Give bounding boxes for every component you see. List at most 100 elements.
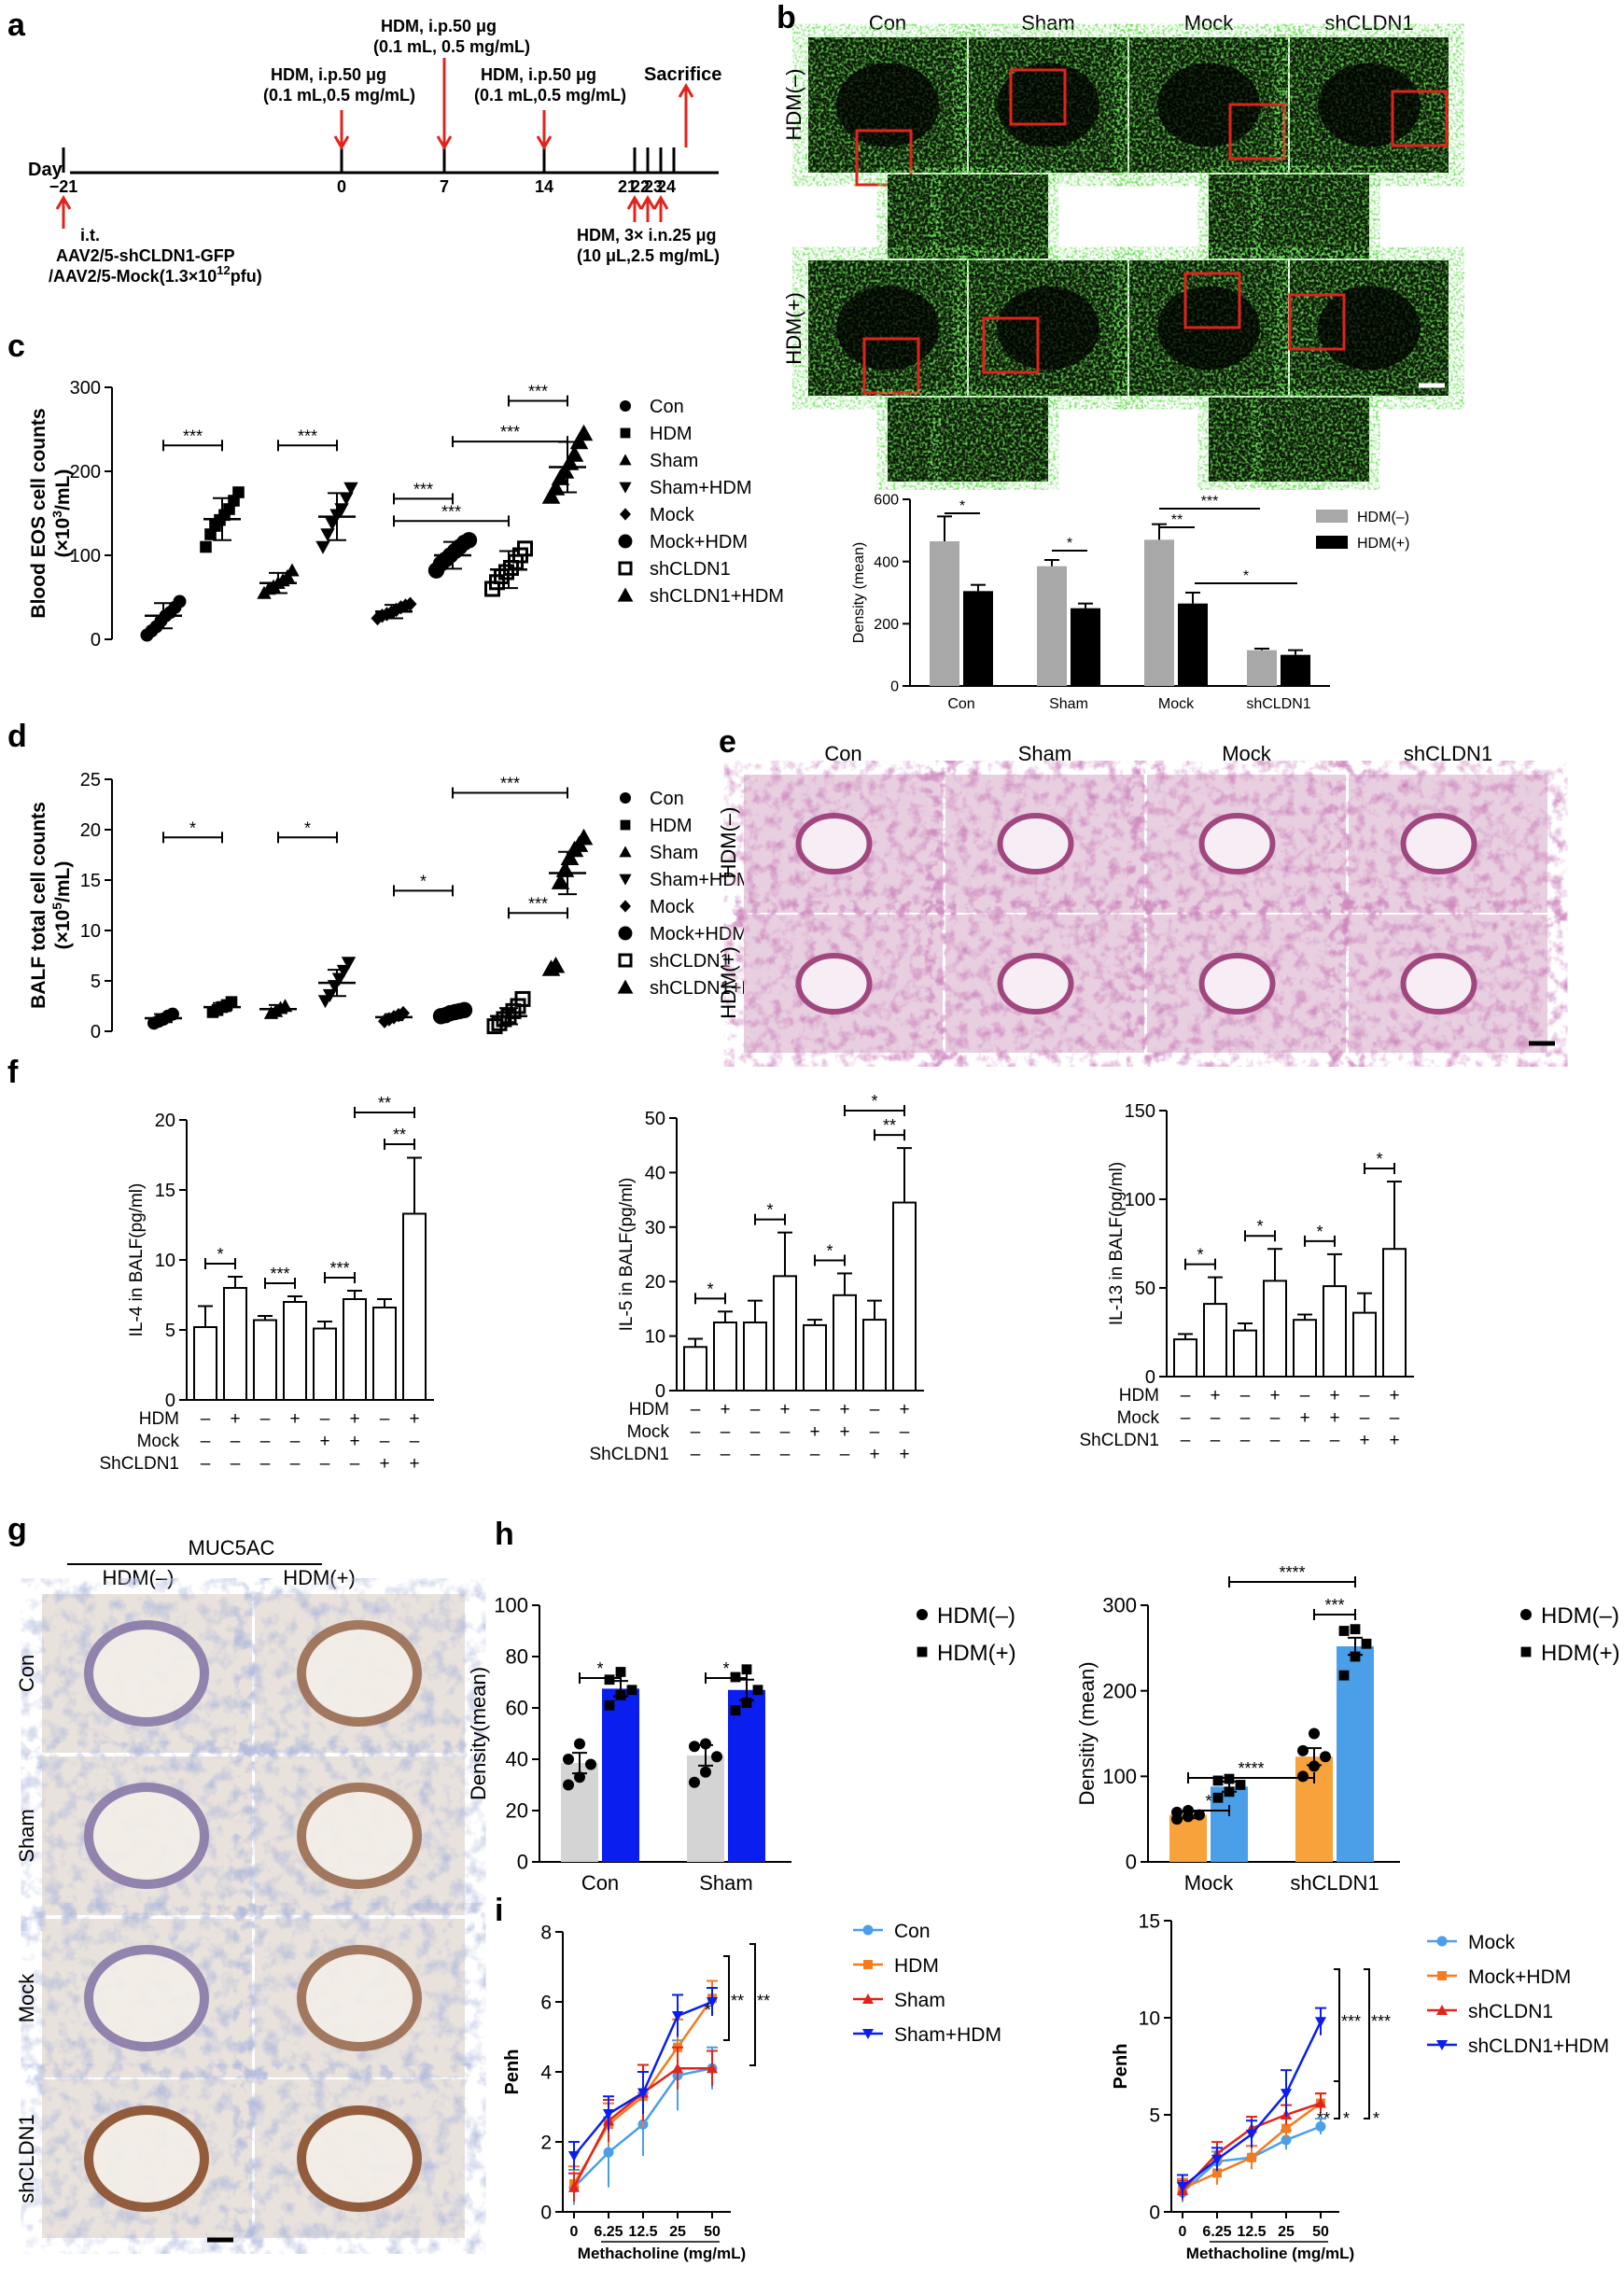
y-axis-label: Penh	[502, 2049, 523, 2095]
panel-b-density-chart: 0 200 400 600 Density (mean) Con Sham Mock shCLD…	[851, 493, 1409, 712]
data-point	[541, 487, 561, 504]
row-sign: –	[290, 1454, 301, 1474]
sig-label: *	[766, 1201, 773, 1220]
y-tick-label: 10	[1139, 2007, 1160, 2029]
y-tick-label: 2	[540, 2132, 552, 2153]
series-Mock+HDM	[427, 532, 478, 579]
if-airway-lumen	[1318, 286, 1421, 371]
data-point	[619, 454, 632, 466]
ihc-title: MUC5AC	[189, 1536, 275, 1560]
bar	[833, 1294, 857, 1392]
data-point	[1297, 1744, 1309, 1756]
sig-label: *	[1205, 1792, 1211, 1811]
sig-label: ***	[441, 502, 461, 521]
data-point	[403, 596, 417, 611]
ihc-airway	[84, 1620, 209, 1727]
x-tick-label: 25	[669, 2224, 686, 2240]
he-airway	[1198, 813, 1276, 874]
legend-shCLDN1: shCLDN1	[650, 559, 731, 580]
data-point	[604, 1674, 615, 1686]
series-shCLDN1+HDM	[541, 828, 594, 976]
data-point	[574, 828, 594, 846]
data-point	[331, 972, 347, 986]
x-tick-label: Con	[947, 696, 974, 712]
row-sign: –	[691, 1445, 701, 1464]
row-sign: –	[1211, 1431, 1221, 1450]
x-tick-label: 12.5	[1237, 2224, 1266, 2240]
bar	[313, 1327, 337, 1401]
data-point	[604, 1700, 615, 1711]
y-tick-label: 100	[1125, 1190, 1155, 1210]
sig-label: **	[731, 1992, 744, 2010]
if-airway-lumen	[836, 63, 939, 147]
arrow-day14-head	[536, 135, 553, 150]
data-point	[620, 900, 631, 913]
sig-label: ****	[1238, 1759, 1264, 1778]
data-point	[752, 1685, 763, 1696]
y-axis-label: IL-4 in BALF(pg/ml)	[127, 1183, 147, 1337]
data-point	[626, 1685, 637, 1696]
data-point	[637, 2088, 650, 2099]
y-tick-label: 0	[517, 1851, 528, 1874]
x-tick-label: 50	[704, 2224, 721, 2240]
row-sign: –	[721, 1422, 731, 1442]
data-point	[711, 1751, 722, 1763]
sig-label: *	[189, 818, 196, 837]
if-image-texture	[1262, 398, 1369, 482]
y-tick-label: 25	[80, 770, 101, 790]
y-tick-label: 80	[506, 1645, 528, 1669]
data-point	[671, 2011, 684, 2022]
y-axis-label: Density(mean)	[467, 1667, 490, 1800]
timeline-sacrifice: Sacrifice	[644, 64, 721, 85]
row-sign: –	[1270, 1431, 1281, 1450]
ihc-airway	[297, 1945, 422, 2051]
sig-label: **	[378, 1094, 391, 1112]
data-point	[1309, 1727, 1320, 1740]
y-tick-label: 0	[655, 1381, 665, 1402]
data-point	[315, 540, 330, 554]
row-label-ShCLDN1: ShCLDN1	[1079, 1431, 1159, 1450]
series-shCLDN1+HDM	[541, 424, 594, 504]
y-axis-label-unit: (×105/mL)	[49, 861, 74, 950]
row-sign: –	[1300, 1386, 1310, 1406]
legend-Mock+HDM: Mock+HDM	[650, 924, 748, 944]
y-tick-label: 0	[1126, 1851, 1137, 1874]
panel-label-e: e	[719, 724, 736, 760]
data-point	[1212, 1792, 1224, 1803]
sig-label: *	[722, 1659, 729, 1678]
sig-label: *	[304, 818, 311, 837]
row-sign: +	[409, 1409, 419, 1429]
series-Sham+HDM	[315, 482, 358, 554]
panel-label-f: f	[7, 1055, 19, 1090]
y-tick-label: 0	[1149, 2202, 1160, 2223]
data-point	[1280, 2089, 1293, 2100]
y-axis-label: IL-5 in BALF(pg/ml)	[617, 1178, 637, 1332]
y-tick-label: 0	[91, 1022, 101, 1042]
data-point	[1194, 1809, 1205, 1821]
data-point	[517, 540, 533, 557]
data-point	[574, 1738, 585, 1750]
data-point	[1520, 1646, 1532, 1658]
row-sign: –	[750, 1400, 761, 1420]
y-tick-label: 4	[540, 2062, 552, 2083]
data-point	[336, 964, 352, 978]
bar	[892, 1201, 917, 1392]
legend-Mock: Mock	[650, 897, 695, 917]
row-sign: –	[810, 1400, 820, 1420]
panel-e-he-staining: e Con Sham Mock shCLDN1 HDM(–) HDM(+)	[717, 724, 1555, 1053]
he-col-Mock: Mock	[1222, 742, 1272, 765]
data-point	[200, 540, 212, 553]
data-point	[1212, 1775, 1224, 1786]
sig-label: *	[1373, 2109, 1379, 2128]
data-point	[1520, 1609, 1532, 1620]
row-sign: –	[290, 1432, 301, 1451]
y-tick-label: 10	[645, 1327, 665, 1348]
ihc-airway	[297, 1620, 422, 1727]
series-shCLDN1	[486, 990, 531, 1035]
data-point	[1338, 1626, 1350, 1636]
timeline-ip-day7-line1: HDM, i.p.50 μg	[381, 17, 497, 35]
data-point	[1314, 2097, 1327, 2108]
row-sign: +	[289, 1409, 300, 1429]
